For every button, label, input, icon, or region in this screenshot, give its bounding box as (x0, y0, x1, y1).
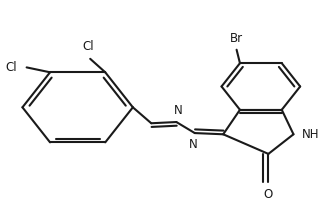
Text: Cl: Cl (5, 61, 16, 74)
Text: Br: Br (230, 32, 243, 45)
Text: Cl: Cl (83, 40, 94, 53)
Text: O: O (264, 188, 273, 201)
Text: N: N (174, 104, 182, 117)
Text: NH: NH (302, 128, 319, 141)
Text: N: N (189, 139, 198, 151)
